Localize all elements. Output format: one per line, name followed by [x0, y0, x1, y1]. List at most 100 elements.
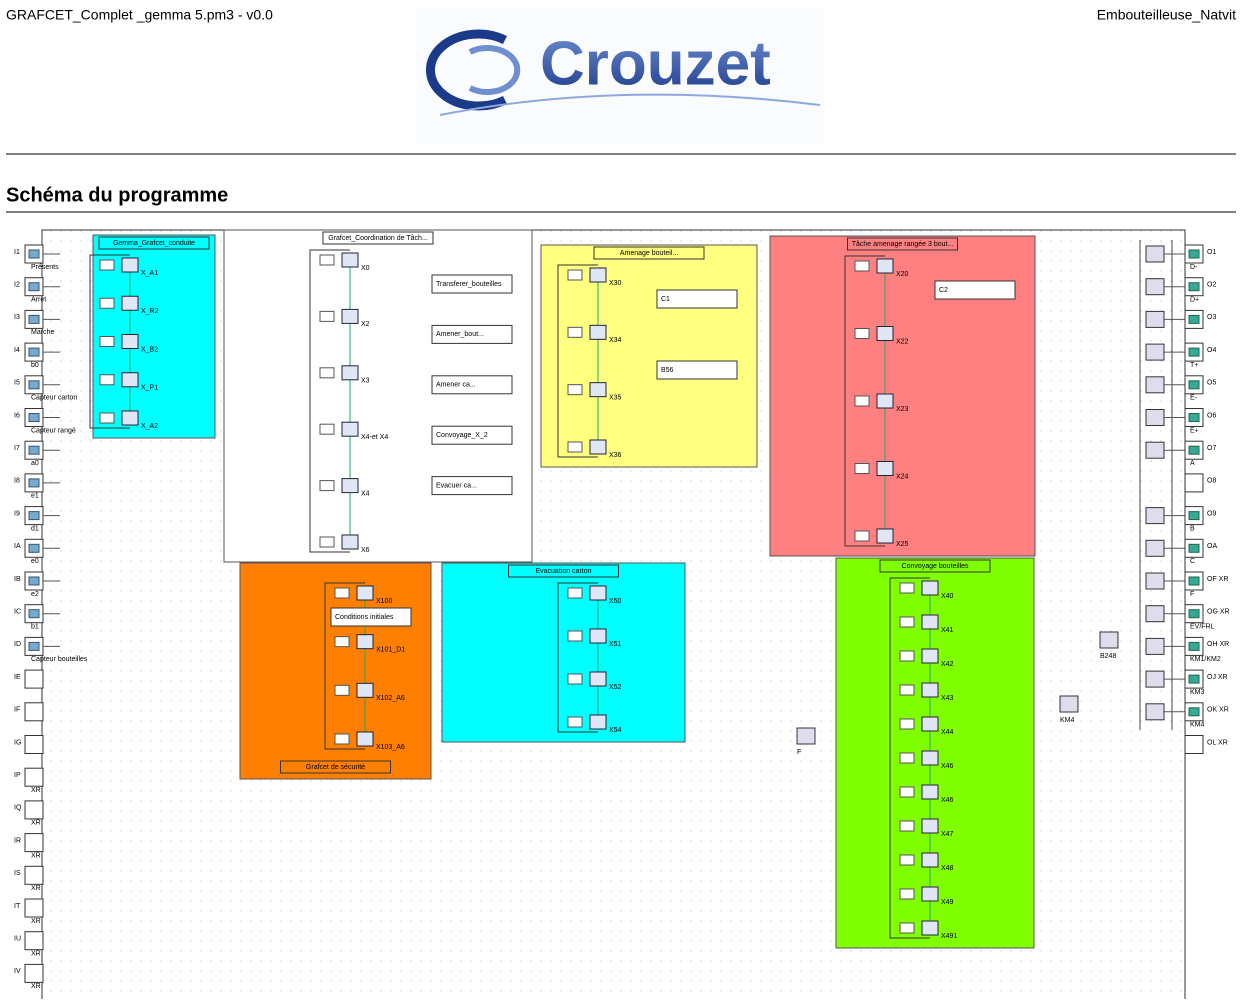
group-title: Grafcet de sécurité — [306, 764, 365, 771]
input-icon — [28, 314, 40, 324]
step — [341, 365, 359, 381]
step-input — [899, 650, 915, 662]
input-id: I3 — [14, 314, 20, 321]
step — [921, 580, 939, 596]
step — [341, 478, 359, 494]
step-input — [334, 587, 350, 599]
output-icon — [1188, 380, 1200, 390]
step-input — [567, 326, 583, 338]
step-input — [899, 752, 915, 764]
step-label: X42 — [941, 661, 954, 668]
step-label: X_P1 — [141, 385, 158, 392]
input-label: Capteur rangé — [31, 427, 76, 434]
input-id: I9 — [14, 510, 20, 517]
macro-label: Evacuer ca... — [436, 482, 477, 489]
group-title-box — [508, 564, 619, 578]
input-id: IQ — [14, 805, 22, 812]
macro-label: Transferer_bouteilles — [436, 281, 502, 288]
step-input — [319, 480, 335, 492]
step-input — [99, 297, 115, 309]
input-label: Arret — [31, 297, 46, 304]
input-label: b0 — [31, 362, 39, 369]
group-title-box — [593, 246, 705, 260]
or-block — [1145, 703, 1165, 721]
loop-link — [89, 254, 130, 429]
or-block — [1145, 507, 1165, 525]
input-id: ID — [14, 641, 21, 648]
input-icon — [28, 511, 40, 521]
step-input — [854, 395, 870, 407]
step — [921, 682, 939, 698]
step-input — [319, 310, 335, 322]
output-label: D- — [1190, 264, 1198, 271]
step — [876, 393, 894, 409]
output-icon — [1188, 249, 1200, 259]
step-input — [99, 336, 115, 347]
logo-text: Crouzet — [540, 29, 771, 98]
output-id: OF XR — [1207, 576, 1228, 583]
input-box — [24, 963, 44, 983]
input-id: I7 — [14, 445, 20, 452]
step-label: X20 — [896, 271, 909, 278]
group — [441, 562, 686, 743]
output-id: OH XR — [1207, 641, 1229, 648]
macro — [431, 324, 513, 344]
output-icon — [1188, 543, 1200, 553]
input-box — [24, 800, 44, 820]
or-block — [1145, 343, 1165, 361]
group-title: Amenage bouteil... — [620, 250, 678, 257]
input-id: I8 — [14, 478, 20, 485]
input-icon — [28, 249, 40, 259]
loop-link — [844, 255, 885, 547]
step-label: X4 — [361, 490, 370, 497]
input-icon — [28, 543, 40, 553]
file-name: GRAFCET_Complet _gemma 5.pm3 - v0.0 — [6, 7, 273, 23]
output-label: E- — [1190, 395, 1198, 402]
loop-link — [557, 582, 598, 733]
step-input — [854, 328, 870, 339]
input-id: I2 — [14, 282, 20, 289]
input-label: XR — [31, 885, 41, 892]
output-id: O6 — [1207, 412, 1216, 419]
step — [356, 585, 374, 601]
set-block — [1059, 695, 1079, 713]
or-block — [1145, 670, 1165, 688]
step — [121, 295, 139, 311]
step-label: X51 — [609, 641, 622, 648]
macro — [330, 607, 412, 627]
step-label: X43 — [941, 695, 954, 702]
input-icon — [28, 347, 40, 357]
input-id: IR — [14, 837, 21, 844]
output-icon — [1188, 445, 1200, 455]
group-title: Convoyage bouteilles — [902, 563, 969, 570]
output-icon — [1188, 511, 1200, 521]
output-label: KM4 — [1190, 722, 1205, 729]
output-box — [1184, 735, 1204, 754]
input-id: IE — [14, 674, 21, 681]
input-icon — [28, 380, 40, 390]
output-icon — [1188, 282, 1200, 292]
step-label: X4-et X4 — [361, 434, 388, 441]
output-label: KM1/KM2 — [1190, 656, 1221, 663]
step — [121, 372, 139, 388]
step — [356, 634, 374, 650]
step — [921, 614, 939, 630]
loop-link — [557, 264, 598, 458]
output-icon — [1188, 347, 1200, 357]
step — [589, 382, 607, 398]
input-id: IC — [14, 609, 21, 616]
or-block — [1145, 245, 1165, 263]
input-box — [24, 833, 44, 853]
or-block — [1145, 376, 1165, 394]
input-id: IG — [14, 739, 21, 746]
input-box — [24, 931, 44, 951]
macro-label: C1 — [661, 296, 670, 303]
output-id: O5 — [1207, 380, 1216, 387]
loop-link — [309, 249, 350, 553]
step-label: X41 — [941, 627, 954, 634]
step — [121, 334, 139, 349]
step-label: X48 — [941, 865, 954, 872]
group-title-box — [98, 236, 210, 250]
step — [921, 648, 939, 664]
output-label: B — [1190, 525, 1195, 532]
